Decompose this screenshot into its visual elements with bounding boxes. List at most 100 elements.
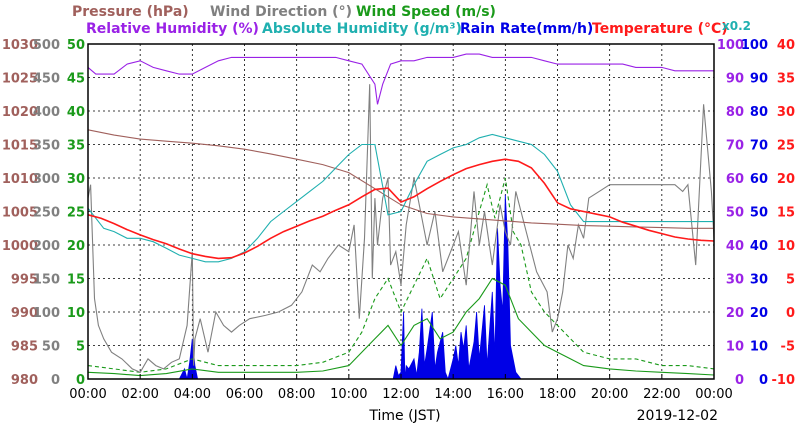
x-axis-label: Time (JST) <box>368 408 440 424</box>
rain-rate-tick-label: 40 <box>750 239 768 254</box>
wind-speed-tick-label: 30 <box>67 172 85 187</box>
pressure-tick-label: 1000 <box>2 239 38 254</box>
x-tick-label: 04:00 <box>174 387 211 402</box>
pressure-tick-label: 1010 <box>2 172 38 187</box>
legend-relative-humidity: Relative Humidity (%) <box>86 21 259 37</box>
relative-humidity-tick-label: 20 <box>726 306 744 321</box>
legend-absolute-humidity: Absolute Humidity (g/m³) <box>262 21 462 37</box>
date-label: 2019-12-02 <box>637 408 718 424</box>
x-tick-label: 14:00 <box>434 387 471 402</box>
relative-humidity-tick-label: 80 <box>726 105 744 120</box>
wind-direction-tick-label: 450 <box>33 72 60 87</box>
rain-rate-tick-label: 70 <box>750 139 768 154</box>
relative-humidity-tick-label: 70 <box>726 139 744 154</box>
relative-humidity-tick-label: 30 <box>726 273 744 288</box>
series-wind-speed-gust-m-s <box>87 177 715 373</box>
x-tick-label: 08:00 <box>278 387 315 402</box>
temperature-tick-label: 25 <box>777 139 795 154</box>
pressure-tick-label: 980 <box>11 373 38 388</box>
x-tick-label: 16:00 <box>487 387 524 402</box>
x-tick-label: 20:00 <box>591 387 628 402</box>
wind-direction-tick-label: 50 <box>42 340 60 355</box>
rain-rate-tick-label: 0 <box>759 373 768 388</box>
legend-wind-speed: Wind Speed (m/s) <box>356 4 496 20</box>
wind-speed-tick-label: 0 <box>76 373 85 388</box>
wind-direction-tick-label: 100 <box>33 306 60 321</box>
rain-rate-tick-label: 10 <box>750 340 768 355</box>
wind-speed-tick-label: 20 <box>67 239 85 254</box>
x-tick-label: 22:00 <box>643 387 680 402</box>
wind-speed-tick-label: 45 <box>67 72 85 87</box>
pressure-tick-label: 985 <box>11 340 38 355</box>
series-relative-humidity <box>87 53 714 105</box>
legend: Pressure (hPa) Wind Direction (°) Wind S… <box>72 4 751 37</box>
temperature-tick-label: 0 <box>786 306 795 321</box>
wind-direction-tick-label: 300 <box>33 172 60 187</box>
wind-direction-tick-label: 200 <box>33 239 60 254</box>
wind-speed-tick-label: 35 <box>67 139 85 154</box>
temperature-tick-label: 15 <box>777 206 795 221</box>
wind-direction-tick-label: 500 <box>33 38 60 53</box>
relative-humidity-tick-label: 0 <box>735 373 744 388</box>
temperature-tick-label: 30 <box>777 105 795 120</box>
absolute-humidity-scale-note: x0.2 <box>722 19 751 33</box>
relative-humidity-tick-label: 40 <box>726 239 744 254</box>
rain-rate-tick-label: 50 <box>750 206 768 221</box>
relative-humidity-tick-label: 50 <box>726 206 744 221</box>
x-tick-label: 18:00 <box>539 387 576 402</box>
series-temperature-c <box>87 158 715 260</box>
pressure-tick-label: 1015 <box>2 139 38 154</box>
pressure-tick-label: 1030 <box>2 38 38 53</box>
wind-direction-tick-label: 250 <box>33 206 60 221</box>
rain-rate-tick-label: 20 <box>750 306 768 321</box>
x-tick-label: 02:00 <box>121 387 158 402</box>
pressure-tick-label: 990 <box>11 306 38 321</box>
pressure-tick-label: 1005 <box>2 206 38 221</box>
rain-rate-tick-label: 30 <box>750 273 768 288</box>
wind-speed-tick-label: 25 <box>67 206 85 221</box>
legend-pressure: Pressure (hPa) <box>72 4 189 20</box>
x-tick-label: 00:00 <box>69 387 106 402</box>
rain-rate-tick-label: 60 <box>750 172 768 187</box>
x-tick-label: 06:00 <box>226 387 263 402</box>
wind-direction-tick-label: 150 <box>33 273 60 288</box>
temperature-tick-label: -10 <box>772 373 796 388</box>
temperature-tick-label: -5 <box>781 340 795 355</box>
pressure-tick-label: 1020 <box>2 105 38 120</box>
wind-speed-tick-label: 50 <box>67 38 85 53</box>
series-rain-rate-mm-h <box>88 194 714 381</box>
series-pressure-hpa <box>87 129 714 229</box>
temperature-tick-label: 40 <box>777 38 795 53</box>
pressure-tick-label: 1025 <box>2 72 38 87</box>
x-tick-label: 12:00 <box>382 387 419 402</box>
relative-humidity-tick-label: 60 <box>726 172 744 187</box>
relative-humidity-tick-label: 10 <box>726 340 744 355</box>
wind-speed-tick-label: 15 <box>67 273 85 288</box>
series-layer <box>87 53 715 381</box>
temperature-tick-label: 35 <box>777 72 795 87</box>
wind-direction-tick-label: 0 <box>51 373 60 388</box>
wind-direction-tick-label: 400 <box>33 105 60 120</box>
x-tick-label: 00:00 <box>695 387 732 402</box>
wind-speed-tick-label: 5 <box>76 340 85 355</box>
rain-rate-tick-label: 90 <box>750 72 768 87</box>
pressure-tick-label: 995 <box>11 273 38 288</box>
temperature-tick-label: 10 <box>777 239 795 254</box>
wind-direction-tick-label: 350 <box>33 139 60 154</box>
relative-humidity-tick-label: 90 <box>726 72 744 87</box>
grid <box>88 44 714 379</box>
rain-rate-tick-label: 100 <box>741 38 768 53</box>
legend-temperature: Temperature (°C) <box>592 21 728 37</box>
legend-rain-rate: Rain Rate(mm/h) <box>460 21 593 37</box>
wind-speed-tick-label: 10 <box>67 306 85 321</box>
x-tick-label: 10:00 <box>330 387 367 402</box>
temperature-tick-label: 5 <box>786 273 795 288</box>
axes-layer: 00:00 02:00 04:00 06:00 08:00 10:00 12:00 14:00… <box>2 38 795 402</box>
temperature-tick-label: 20 <box>777 172 795 187</box>
rain-rate-tick-label: 80 <box>750 105 768 120</box>
wind-speed-tick-label: 40 <box>67 105 85 120</box>
series-wind-speed-m-s <box>87 277 715 377</box>
relative-humidity-tick-label: 100 <box>717 38 744 53</box>
series-absolute-humidity-g-m <box>87 133 714 263</box>
